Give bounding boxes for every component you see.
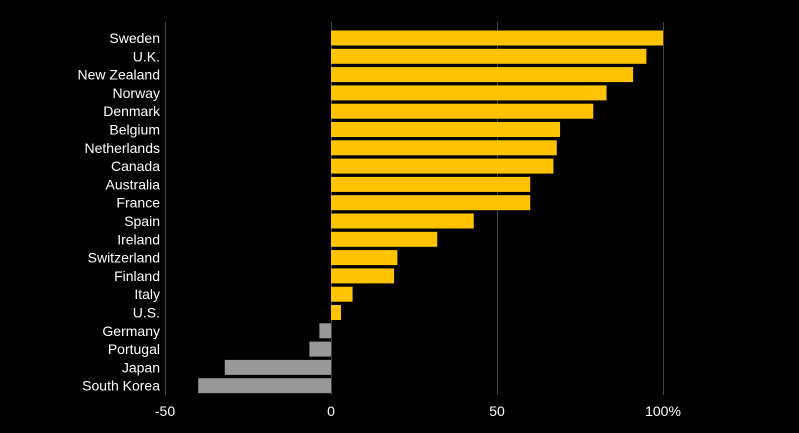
category-labels: Sweden U.K. New Zealand Norway Denmark Belgiu… xyxy=(78,30,161,394)
x-tick-label-0: -50 xyxy=(155,403,175,419)
bar-10 xyxy=(331,213,474,229)
x-tick-label-3: 100% xyxy=(645,403,681,419)
bar-1 xyxy=(331,48,647,64)
bar-8 xyxy=(331,176,531,192)
category-label-8: Australia xyxy=(106,176,161,192)
category-label-17: Portugal xyxy=(108,341,160,357)
category-label-7: Canada xyxy=(111,158,160,174)
category-label-6: Netherlands xyxy=(85,140,161,156)
category-label-13: Finland xyxy=(114,268,160,284)
bar-4 xyxy=(331,103,594,119)
bar-14 xyxy=(331,286,353,302)
bar-17 xyxy=(309,341,331,357)
bar-5 xyxy=(331,122,561,137)
bar-16 xyxy=(319,323,331,339)
bar-3 xyxy=(331,85,607,101)
category-label-5: Belgium xyxy=(109,122,160,138)
category-label-2: New Zealand xyxy=(78,67,161,83)
category-label-10: Spain xyxy=(124,213,160,229)
bar-9 xyxy=(331,195,531,211)
bar-11 xyxy=(331,231,438,247)
category-label-15: U.S. xyxy=(133,305,160,321)
category-label-9: France xyxy=(116,195,160,211)
category-label-18: Japan xyxy=(122,359,160,375)
bar-19 xyxy=(198,378,331,394)
bar-7 xyxy=(331,158,554,174)
bar-12 xyxy=(331,250,398,266)
category-label-16: Germany xyxy=(102,323,160,339)
bar-15 xyxy=(331,305,341,320)
category-label-4: Denmark xyxy=(103,103,161,119)
category-label-0: Sweden xyxy=(109,30,160,46)
bar-13 xyxy=(331,268,395,284)
category-label-12: Switzerland xyxy=(88,250,160,266)
bar-18 xyxy=(224,359,331,375)
bar-0 xyxy=(331,30,663,46)
x-tick-labels: -50 0 50 100% xyxy=(155,403,681,419)
category-label-3: Norway xyxy=(113,85,160,101)
x-tick-label-1: 0 xyxy=(327,403,335,419)
category-label-1: U.K. xyxy=(133,48,160,64)
x-tick-label-2: 50 xyxy=(489,403,505,419)
bars xyxy=(198,30,663,394)
category-label-11: Ireland xyxy=(117,231,160,247)
bar-6 xyxy=(331,140,557,156)
category-label-14: Italy xyxy=(134,286,160,302)
category-label-19: South Korea xyxy=(82,378,160,394)
bar-2 xyxy=(331,67,634,83)
